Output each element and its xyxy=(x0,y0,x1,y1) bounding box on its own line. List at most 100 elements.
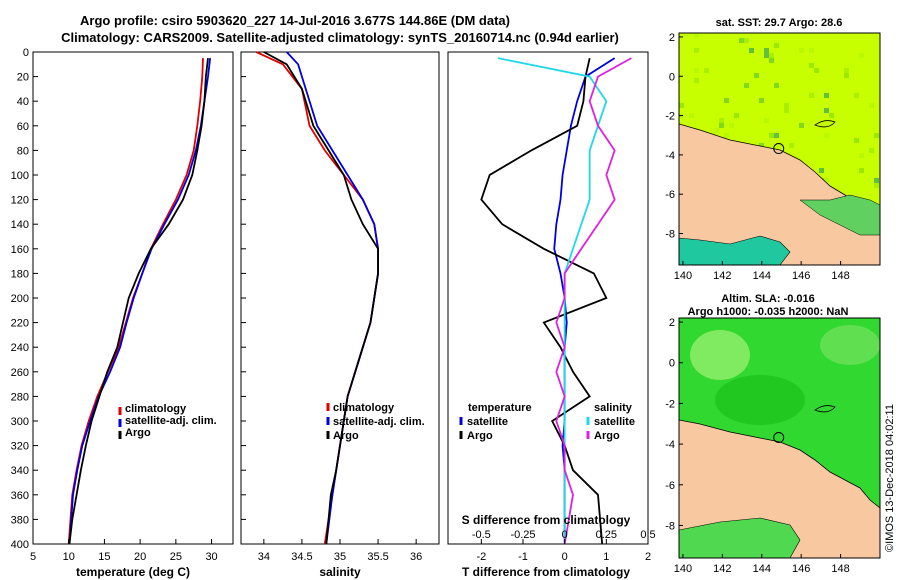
sst-pixel xyxy=(739,38,744,43)
sst-pixel xyxy=(749,48,754,53)
sla-map-field xyxy=(679,318,880,558)
salinity-series-group xyxy=(255,51,379,545)
sst-pixel xyxy=(824,133,829,138)
sst-pixel xyxy=(744,83,749,88)
difference-s-label: S difference from climatology xyxy=(462,513,631,527)
x-tick-label: 20 xyxy=(134,551,146,563)
y-tick-label: 80 xyxy=(17,145,29,157)
y-tick-label: 60 xyxy=(17,121,29,133)
y-tick-label: 240 xyxy=(11,342,29,354)
map-x-tick-label: 146 xyxy=(792,563,810,575)
difference-x-label: T difference from climatology xyxy=(462,565,630,579)
map-y-tick-label: -2 xyxy=(665,398,675,410)
x-tick-label: 1 xyxy=(603,551,609,563)
sst-pixel xyxy=(874,178,879,183)
y-tick-label: 340 xyxy=(11,465,29,477)
sst-pixel xyxy=(784,108,789,113)
argo-location-marker xyxy=(773,432,785,444)
difference-series-group xyxy=(480,57,632,545)
sst-pixel xyxy=(854,93,859,98)
y-tick-label: 200 xyxy=(11,293,29,305)
sla-map-panel: Altim. SLA: -0.016 Argo h1000: -0.035 h2… xyxy=(665,293,881,575)
x-tick-label: 2 xyxy=(645,551,651,563)
x-tick-label: -2 xyxy=(476,551,486,563)
sst-pixel xyxy=(824,93,829,98)
legend-label-climatology: climatology xyxy=(333,402,395,414)
sst-pixel xyxy=(719,123,724,128)
sst-map-ticks: 140 142 144 146 148 2 0 -2 -4 -6 -8 xyxy=(665,32,850,282)
sst-pixel xyxy=(874,183,879,188)
map-y-tick-label: -8 xyxy=(665,229,675,241)
sst-pixel xyxy=(769,58,774,63)
map-x-tick-label: 146 xyxy=(792,270,810,282)
salinity-legend: climatology satellite-adj. clim. Argo xyxy=(326,402,425,442)
southern-sea xyxy=(679,235,791,265)
legend-label-climatology: climatology xyxy=(125,403,187,415)
island-outline xyxy=(814,405,836,413)
sst-pixel xyxy=(679,103,684,108)
legend-title-temperature: temperature xyxy=(468,402,532,414)
sst-pixel xyxy=(869,103,874,108)
map-y-tick-label: -6 xyxy=(665,189,675,201)
copyright-credit: ©IMOS 13-Dec-2018 04:02:11 xyxy=(884,404,896,552)
legend-label-temp-satellite: satellite xyxy=(467,416,508,428)
southern-sea xyxy=(679,517,801,558)
land-mass xyxy=(679,123,880,265)
sst-pixel xyxy=(769,133,774,138)
sst-pixel xyxy=(799,48,804,53)
sst-pixel xyxy=(869,148,874,153)
salinity-axes-box xyxy=(240,51,440,545)
sst-map-field xyxy=(679,33,880,265)
map-x-tick-label: 144 xyxy=(753,270,771,282)
sst-pixel xyxy=(694,78,699,83)
sst-pixel xyxy=(814,68,819,73)
x-tick-label: 0 xyxy=(562,551,568,563)
salinity-x-label: salinity xyxy=(319,565,361,579)
map-x-tick-label: 144 xyxy=(753,563,771,575)
sst-pixel xyxy=(844,73,849,78)
sst-pixel xyxy=(744,38,749,43)
x-tick-label: 10 xyxy=(63,551,75,563)
x-tick-label: 15 xyxy=(98,551,110,563)
salinity-tick-label: -0.25 xyxy=(510,529,535,541)
legend-label-satellite-adj: satellite-adj. clim. xyxy=(125,415,217,427)
x-tick-label: 5 xyxy=(30,551,36,563)
map-y-tick-label: -4 xyxy=(665,150,675,162)
sst-pixel xyxy=(759,98,764,103)
sst-map-panel: sat. SST: 29.7 Argo: 28.6 140 142 144 146 14… xyxy=(665,17,881,282)
sst-pixel xyxy=(859,53,864,58)
x-tick-label: 30 xyxy=(205,551,217,563)
sst-pixel xyxy=(809,93,814,98)
map-x-tick-label: 148 xyxy=(831,563,849,575)
sla-map-ticks: 140 142 144 146 148 2 0 -2 -4 -6 -8 xyxy=(665,317,850,575)
temperature-y-ticks: 0 20 40 60 80 100 120 140 160 180 200 220 240 260 280 3… xyxy=(11,47,38,551)
temperature-legend: climatology satellite-adj. clim. Argo xyxy=(118,403,217,439)
map-x-tick-label: 142 xyxy=(713,270,731,282)
sst-pixel xyxy=(724,133,729,138)
y-tick-label: 320 xyxy=(11,441,29,453)
y-tick-label: 180 xyxy=(11,268,29,280)
salinity-tick-label: 0.5 xyxy=(640,529,655,541)
map-y-tick-label: 2 xyxy=(669,317,675,329)
sla-map-title-line1: Altim. SLA: -0.016 xyxy=(721,293,815,305)
argo-location-marker xyxy=(773,143,785,155)
y-tick-label: 220 xyxy=(11,318,29,330)
sst-pixel xyxy=(764,48,769,53)
sst-pixel xyxy=(774,43,779,48)
sst-pixel xyxy=(819,168,824,173)
sst-pixel xyxy=(824,108,829,113)
series-line-argo xyxy=(263,51,379,545)
sla-anomaly-high xyxy=(690,330,750,380)
map-y-tick-label: -2 xyxy=(665,111,675,123)
sla-anomaly-high xyxy=(820,325,880,365)
map-x-tick-label: 142 xyxy=(713,563,731,575)
map-y-tick-label: -6 xyxy=(665,480,675,492)
y-tick-label: 380 xyxy=(11,514,29,526)
y-tick-label: 0 xyxy=(23,47,29,59)
sla-map-title-line2: Argo h1000: -0.035 h2000: NaN xyxy=(688,306,849,318)
gulf-water xyxy=(799,194,880,236)
sst-pixel xyxy=(719,118,724,123)
sst-pixel xyxy=(764,53,769,58)
series-line-argo xyxy=(68,58,209,545)
temperature-x-ticks: 5 10 15 20 25 30 xyxy=(30,539,218,563)
